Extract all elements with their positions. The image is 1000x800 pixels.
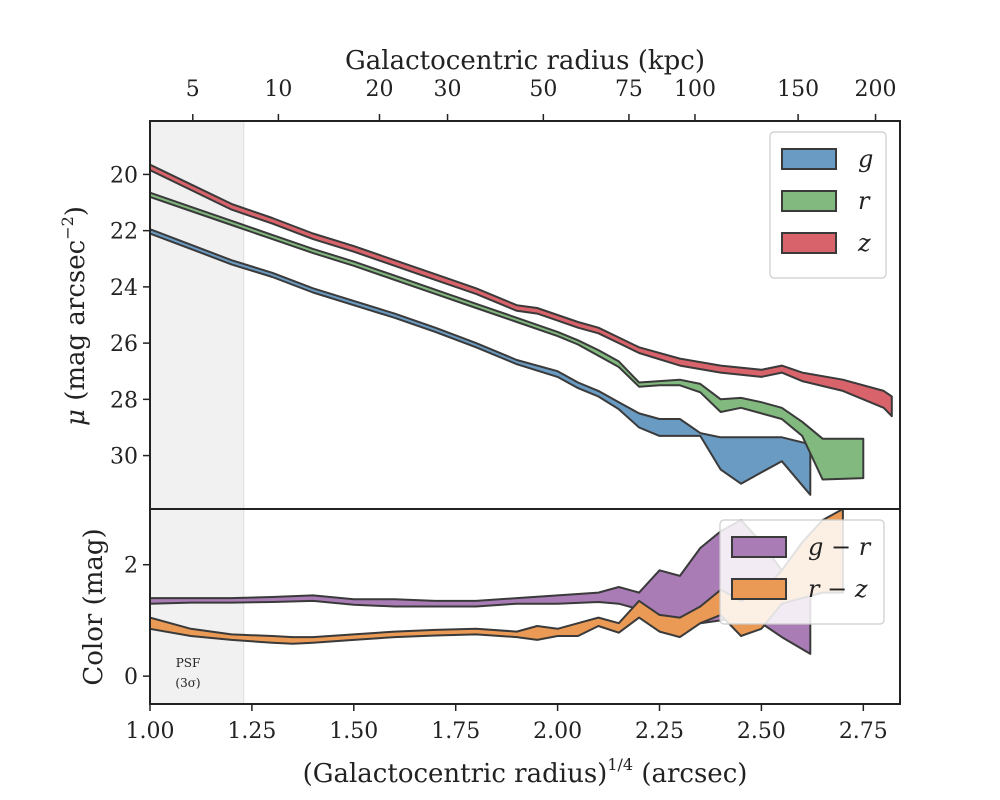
top-tick-label: 150 xyxy=(777,77,819,102)
top-axis-ticks: 5 10 20 30 50 75 100 150 200 xyxy=(186,77,897,121)
y-label-close: ) xyxy=(61,206,91,216)
y-label-mu: μ xyxy=(61,409,91,426)
top-axis-label: Galactocentric radius (kpc) xyxy=(345,46,705,76)
x-tick-label: 2.00 xyxy=(533,719,582,744)
surface-brightness-panel: 20 22 24 26 28 30 5 10 20 30 50 75 100 150 200 grz xyxy=(110,77,901,510)
legend-swatch xyxy=(731,578,787,600)
band-surface-brightness-0 xyxy=(150,228,812,496)
bottom-axis-ticks: 1.00 1.25 1.50 1.75 2.00 2.25 2.50 2.75 xyxy=(126,704,888,744)
psf-label: PSF xyxy=(176,656,201,670)
y-tick-label: 22 xyxy=(110,220,138,245)
color-panel: 02 1.00 1.25 1.50 1.75 2.00 2.25 2.50 2.75 g − … xyxy=(124,508,901,744)
surface-brightness-series xyxy=(150,163,893,496)
legend-swatch xyxy=(731,536,787,558)
psf-shaded-region-top xyxy=(149,120,245,510)
legend-swatch xyxy=(781,190,837,212)
color-y-ticks: 02 xyxy=(124,554,150,690)
top-tick-label: 75 xyxy=(615,77,643,102)
x-tick-label: 1.25 xyxy=(227,719,276,744)
top-tick-label: 10 xyxy=(264,77,292,102)
band-surface-brightness-2 xyxy=(150,163,893,418)
x-label-sup: 1/4 xyxy=(607,755,633,774)
x-tick-label: 1.75 xyxy=(431,719,480,744)
legend-swatch xyxy=(781,148,837,170)
legend-entry: g xyxy=(858,145,873,173)
psf-shaded-region-bottom xyxy=(149,508,245,705)
top-tick-label: 5 xyxy=(186,77,200,102)
x-tick-label: 2.50 xyxy=(737,719,786,744)
x-tick-label: 2.75 xyxy=(839,719,888,744)
x-tick-label: 2.25 xyxy=(635,719,684,744)
top-tick-label: 30 xyxy=(434,77,462,102)
bottom-axis-label: (Galactocentric radius)1/4 (arcsec) xyxy=(303,755,748,789)
legend-entry: r xyxy=(858,187,871,215)
legend-entry: z xyxy=(857,229,871,257)
top-tick-label: 200 xyxy=(855,77,897,102)
x-tick-label: 1.50 xyxy=(329,719,378,744)
legend-entry: r − z xyxy=(808,575,868,603)
y-label-bottom: Color (mag) xyxy=(79,528,109,685)
color-frame xyxy=(149,508,901,705)
legend-swatch xyxy=(781,232,837,254)
y-label-top: μ (mag arcsec−2) xyxy=(58,206,91,426)
top-tick-label: 100 xyxy=(674,77,716,102)
y-tick-label: 0 xyxy=(124,665,138,690)
top-tick-label: 50 xyxy=(529,77,557,102)
band-surface-brightness-1 xyxy=(150,191,865,481)
surface-brightness-legend: grz xyxy=(769,131,887,279)
surface-brightness-y-ticks: 20 22 24 26 28 30 xyxy=(110,163,150,470)
y-tick-label: 20 xyxy=(110,163,138,188)
y-tick-label: 2 xyxy=(124,554,138,579)
x-label-main: (Galactocentric radius) xyxy=(303,759,608,789)
top-tick-label: 20 xyxy=(365,77,393,102)
y-label-sup: −2 xyxy=(58,216,77,240)
y-tick-label: 30 xyxy=(110,445,138,470)
y-tick-label: 26 xyxy=(110,332,138,357)
y-tick-label: 28 xyxy=(110,388,138,413)
legend-entry: g − r xyxy=(808,533,872,561)
y-tick-label: 24 xyxy=(110,276,138,301)
x-tick-label: 1.00 xyxy=(126,719,175,744)
psf-sigma-label: (3σ) xyxy=(175,676,200,690)
x-label-unit: (arcsec) xyxy=(633,759,747,789)
y-label-text: (mag arcsec xyxy=(61,240,91,409)
color-legend: g − r r − z xyxy=(719,519,885,625)
